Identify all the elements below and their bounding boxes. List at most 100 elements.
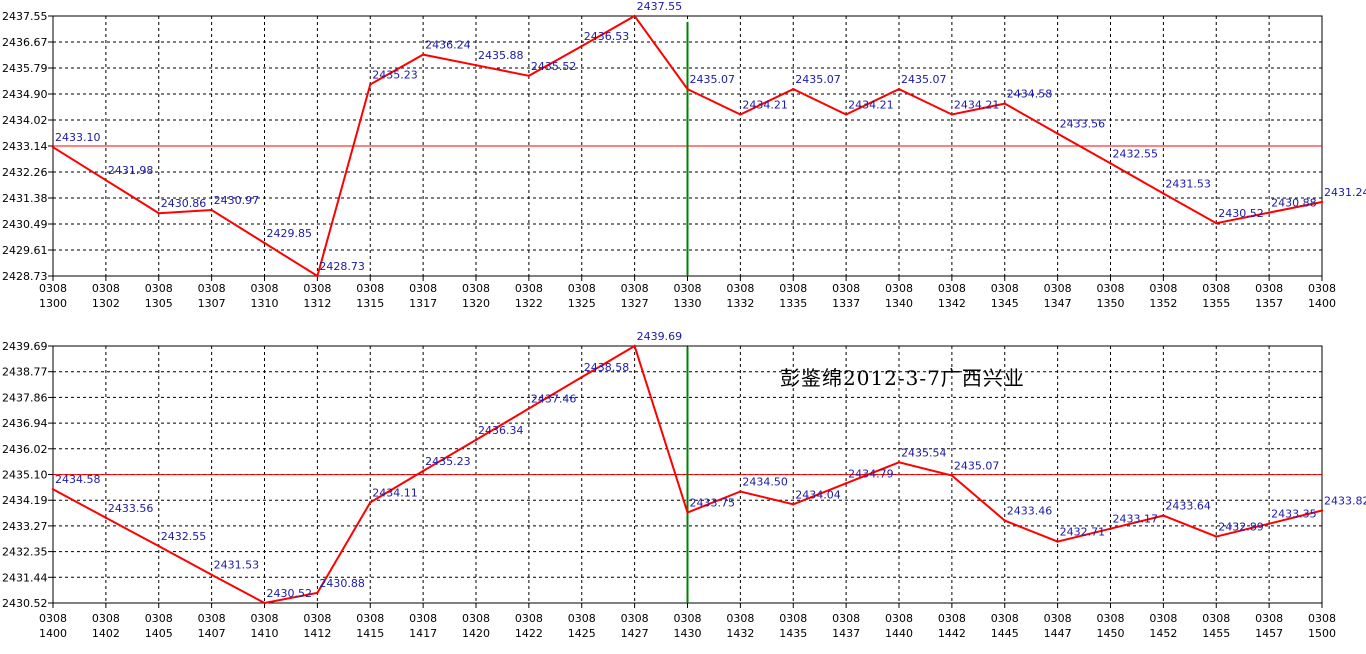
data-label: 2433.56: [1060, 118, 1106, 131]
x-tick-date: 0308: [1044, 612, 1072, 625]
x-tick-label: 0308 1407: [198, 612, 226, 640]
data-point: [474, 438, 478, 442]
x-tick-label: 0308 1437: [832, 612, 860, 640]
x-tick-label: 0308 1500: [1308, 612, 1336, 640]
x-tick-date: 0308: [1202, 612, 1230, 625]
data-point: [950, 474, 954, 477]
x-tick-time: 1457: [1255, 627, 1283, 640]
data-label: 2431.53: [1165, 177, 1211, 190]
data-label: 2428.73: [319, 260, 365, 273]
x-tick-date: 0308: [1308, 282, 1336, 295]
y-tick-label: 2432.26: [2, 166, 48, 179]
x-tick-time: 1455: [1202, 627, 1230, 640]
x-tick-label: 0308 1332: [726, 282, 754, 310]
data-label: 2433.10: [55, 131, 101, 144]
x-tick-date: 0308: [39, 282, 67, 295]
x-tick-date: 0308: [726, 612, 754, 625]
x-tick-date: 0308: [621, 612, 649, 625]
data-point: [844, 482, 848, 485]
data-point: [897, 87, 901, 91]
data-label: 2433.64: [1165, 500, 1211, 513]
x-tick-label: 0308 1320: [462, 282, 490, 310]
y-tick-label: 2428.73: [2, 270, 48, 283]
data-label: 2435.07: [954, 459, 1000, 472]
x-tick-time: 1355: [1202, 297, 1230, 310]
y-tick-label: 2434.19: [2, 494, 48, 507]
x-tick-time: 1345: [991, 297, 1019, 310]
x-tick-time: 1402: [92, 627, 120, 640]
x-tick-date: 0308: [1255, 282, 1283, 295]
data-label: 2438.58: [584, 361, 630, 374]
data-label: 2437.55: [637, 0, 683, 13]
x-tick-label: 0308 1435: [779, 612, 807, 640]
x-tick-date: 0308: [938, 612, 966, 625]
x-tick-time: 1315: [356, 297, 384, 310]
x-tick-time: 1400: [1308, 297, 1336, 310]
data-point: [633, 14, 636, 18]
data-label: 2434.79: [848, 467, 894, 480]
data-point: [739, 490, 742, 493]
x-tick-date: 0308: [1044, 282, 1072, 295]
x-tick-time: 1357: [1255, 297, 1283, 310]
y-tick-label: 2435.10: [2, 469, 48, 482]
x-tick-label: 0308 1327: [621, 282, 649, 310]
x-tick-label: 0308 1457: [1255, 612, 1283, 640]
y-tick-label: 2437.55: [2, 10, 48, 23]
data-point: [527, 74, 531, 78]
data-point: [421, 53, 425, 56]
data-point: [369, 83, 372, 86]
x-tick-time: 1500: [1308, 627, 1336, 640]
x-tick-date: 0308: [1202, 282, 1230, 295]
x-tick-date: 0308: [303, 612, 331, 625]
x-tick-date: 0308: [251, 612, 279, 625]
data-point: [210, 573, 213, 576]
data-point: [1320, 509, 1324, 512]
x-tick-date: 0308: [726, 282, 754, 295]
x-tick-label: 0308 1445: [991, 612, 1019, 640]
data-point: [1215, 222, 1218, 225]
data-label: 2434.58: [1007, 88, 1053, 101]
x-tick-label: 0308 1300: [39, 282, 67, 310]
x-tick-date: 0308: [832, 282, 860, 295]
x-tick-date: 0308: [409, 282, 437, 295]
x-tick-label: 0308 1402: [92, 612, 120, 640]
x-tick-date: 0308: [356, 282, 384, 295]
data-label: 2435.23: [425, 455, 471, 468]
x-tick-label: 0308 1347: [1044, 282, 1072, 310]
x-tick-label: 0308 1447: [1044, 612, 1072, 640]
x-tick-label: 0308 1322: [515, 282, 543, 310]
x-tick-time: 1335: [779, 297, 807, 310]
x-tick-time: 1327: [621, 297, 649, 310]
data-point: [792, 503, 795, 506]
x-tick-date: 0308: [1097, 282, 1125, 295]
x-tick-date: 0308: [39, 612, 67, 625]
x-tick-date: 0308: [92, 612, 120, 625]
x-tick-label: 0308 1342: [938, 282, 966, 310]
data-label: 2434.21: [742, 98, 788, 111]
x-tick-time: 1305: [145, 297, 173, 310]
x-tick-date: 0308: [674, 612, 702, 625]
data-label: 2431.24: [1324, 186, 1366, 199]
x-tick-label: 0308 1400: [1308, 282, 1336, 310]
data-label: 2432.89: [1218, 521, 1264, 534]
x-tick-label: 0308 1330: [674, 282, 702, 310]
data-point: [1109, 527, 1112, 530]
x-tick-label: 0308 1440: [885, 612, 913, 640]
x-tick-date: 0308: [92, 282, 120, 295]
x-tick-date: 0308: [885, 612, 913, 625]
data-label: 2434.21: [954, 98, 1000, 111]
x-tick-label: 0308 1312: [303, 282, 331, 310]
data-label: 2437.46: [531, 392, 577, 405]
x-tick-label: 0308 1352: [1149, 282, 1177, 310]
x-tick-time: 1410: [251, 627, 279, 640]
x-tick-label: 0308 1410: [251, 612, 279, 640]
data-point: [263, 241, 266, 245]
x-tick-time: 1330: [674, 297, 702, 310]
x-tick-date: 0308: [515, 612, 543, 625]
x-tick-time: 1422: [515, 627, 543, 640]
data-point: [157, 212, 160, 215]
x-tick-date: 0308: [1097, 612, 1125, 625]
data-label: 2435.52: [531, 60, 577, 73]
x-tick-time: 1322: [515, 297, 543, 310]
x-tick-time: 1312: [303, 297, 331, 310]
